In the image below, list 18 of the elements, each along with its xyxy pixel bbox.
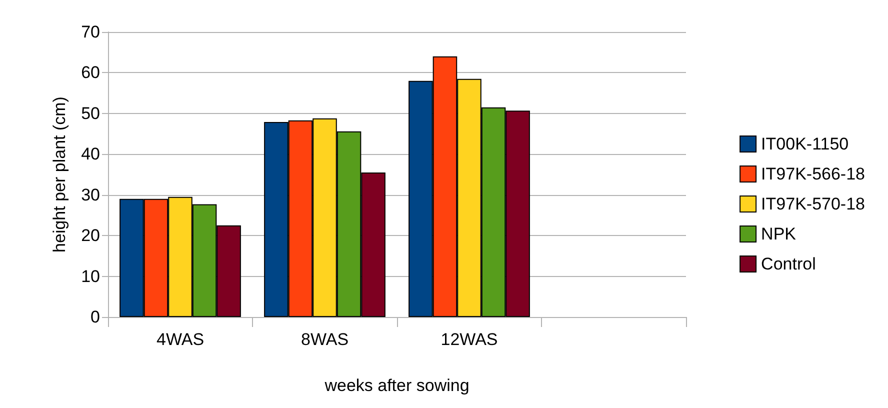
x-tick-label: 8WAS <box>300 330 349 349</box>
y-tick-label: 60 <box>81 63 100 82</box>
y-tick-label: 30 <box>81 185 100 204</box>
x-axis-title: weeks after sowing <box>324 376 470 395</box>
y-tick-label: 20 <box>81 226 100 246</box>
legend-label: Control <box>761 254 816 274</box>
legend-label: IT97K-570-18 <box>761 194 865 214</box>
y-tick-label: 70 <box>81 22 100 42</box>
legend-label: IT97K-566-18 <box>761 164 865 184</box>
legend-label: IT00K-1150 <box>761 134 849 154</box>
x-tick-label: 4WAS <box>156 330 204 349</box>
y-axis-title: height per plant (cm) <box>50 96 69 252</box>
y-tick-label: 50 <box>81 104 100 123</box>
legend-label: NPK <box>761 224 797 244</box>
y-tick-label: 0 <box>90 308 100 326</box>
x-tick-label: 12WAS <box>440 330 498 349</box>
y-tick-label: 40 <box>81 144 100 164</box>
y-tick-label: 10 <box>81 266 100 286</box>
